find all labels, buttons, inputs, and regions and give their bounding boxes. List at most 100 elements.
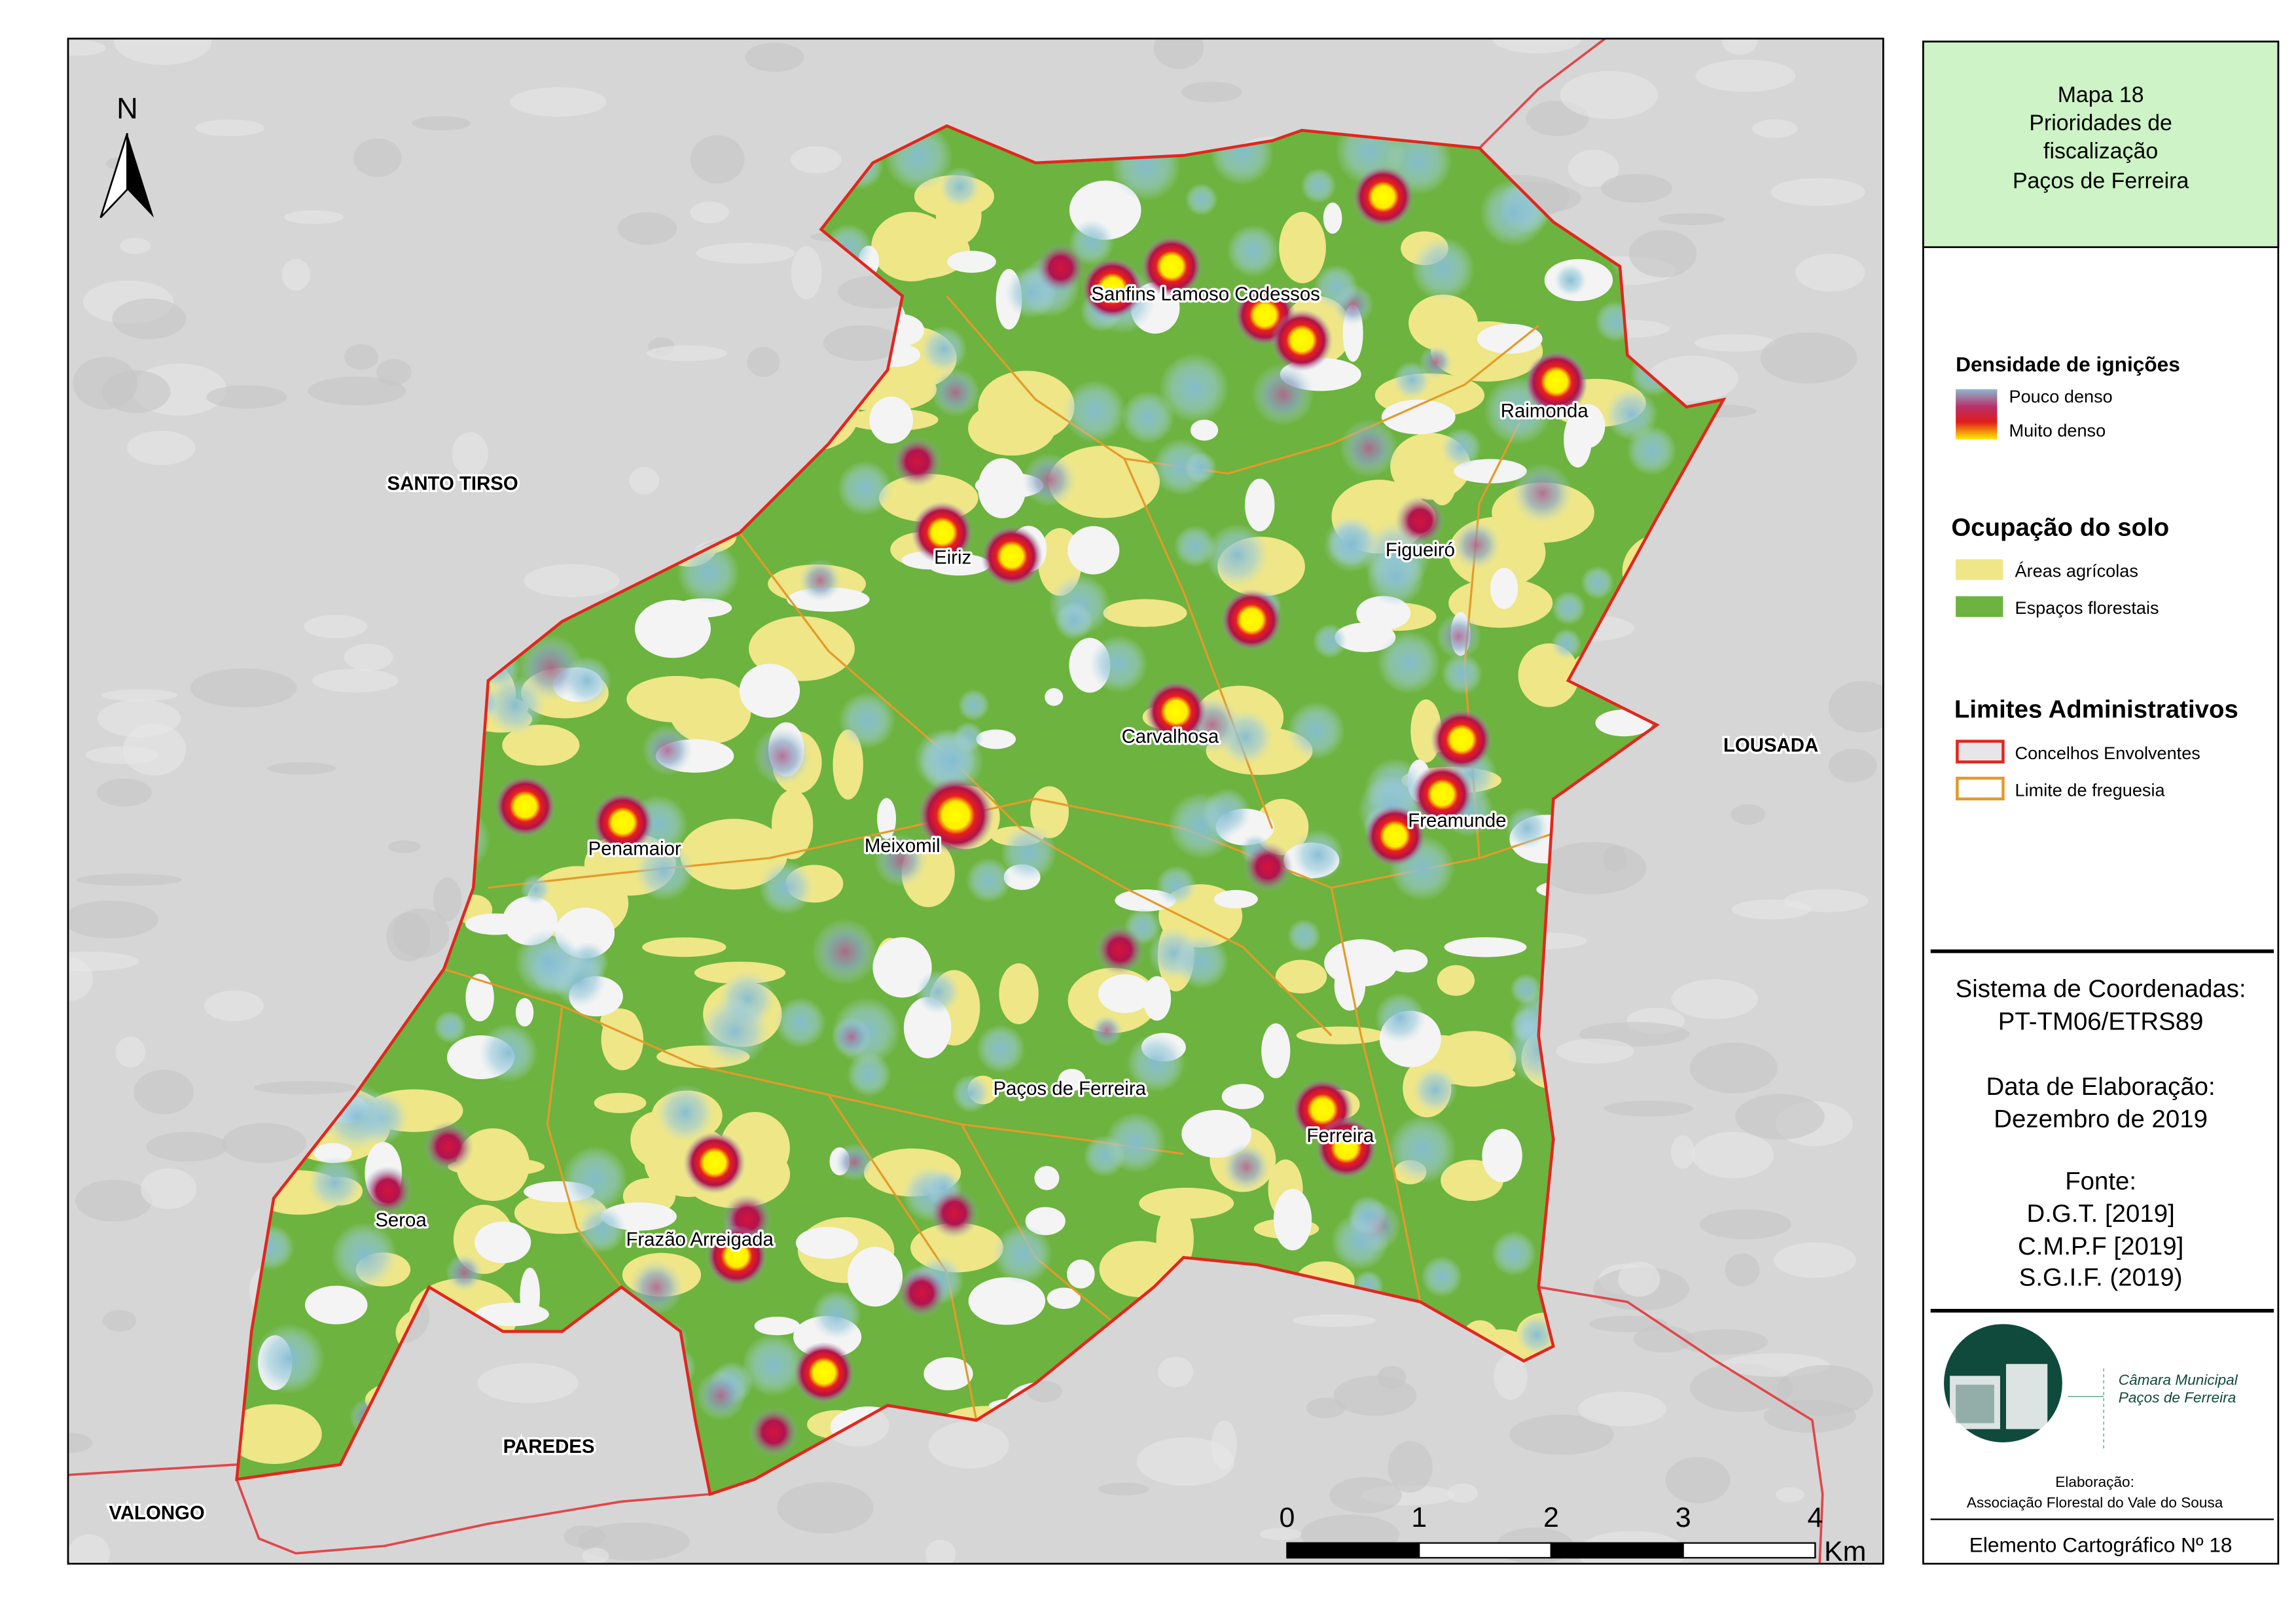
density-blob [445,1254,483,1292]
urban-patch [1098,974,1152,1013]
urban-patch [1381,399,1456,435]
relief-shade [1665,1457,1731,1504]
relief-shade [387,840,421,853]
density-blob [433,1010,467,1044]
relief-shade [312,669,399,693]
density-hotspot [896,1268,947,1319]
relief-shade [67,951,139,972]
urban-patch [1221,1084,1265,1109]
agricultural-patch [833,729,863,800]
title-line: fiscalização [2043,139,2158,164]
density-blob [939,166,980,207]
relief-shade [1578,1391,1666,1427]
urban-patch [1387,949,1428,972]
density-hotspot [748,1406,799,1457]
relief-shade [1293,1314,1376,1327]
relief-shade [1136,1437,1234,1486]
relief-shade [190,668,297,708]
relief-shade [696,242,795,264]
relief-shade [102,1310,137,1332]
relief-shade [115,1037,146,1068]
density-blob [1441,427,1482,468]
scale-unit: Km [1824,1536,1866,1567]
urban-patch [1273,1188,1312,1251]
relief-shade [122,723,187,776]
relief-shade [204,990,264,1022]
density-blob [331,1221,398,1289]
agricultural-patch [1279,211,1326,283]
density-hotspot [1145,680,1208,743]
density-blob [1185,183,1218,216]
density-blob [1452,520,1501,569]
density-blob [920,729,984,794]
agricultural-patch [1275,959,1327,994]
relief-shade [1828,749,1877,783]
relief-shade [1691,1132,1774,1179]
legend-item: Pouco denso [2009,386,2113,406]
relief-shade [1568,149,1619,187]
relief-shade [690,201,729,224]
urban-patch [947,251,996,273]
density-blob [478,1023,539,1083]
relief-shade [67,40,106,56]
density-blob [1158,353,1229,423]
relief-shade [1158,1356,1194,1387]
relief-shade [823,325,901,361]
density-hotspot [683,1132,746,1194]
density-blob [965,857,1012,903]
density-hotspot [1411,763,1474,826]
density-blob [1287,701,1346,760]
relief-shade [925,1539,956,1564]
urban-patch [1454,459,1527,484]
density-blob [1184,451,1217,484]
urban-patch [1335,622,1396,652]
density-blob [976,1024,1026,1074]
relief-shade [76,873,183,886]
density-blob [1435,613,1482,660]
legend-item: Áreas agrícolas [2015,561,2138,581]
density-blob [742,1333,805,1397]
relief-shade [745,43,804,72]
relief-shade [1647,355,1738,402]
density-hotspot [493,775,556,838]
relief-shade [1604,1100,1694,1117]
relief-shade [477,1363,579,1403]
legend-heading: Densidade de ignições [1956,353,2180,376]
relief-shade [1671,979,1758,1020]
relief-shade [127,431,196,465]
relief-shade [1776,1487,1804,1503]
agricultural-patch [1103,599,1187,627]
density-blob [812,1289,862,1340]
density-blob [1412,1067,1458,1113]
place-label: Paços de Ferreira [993,1078,1146,1099]
urban-patch [869,396,914,444]
density-hotspot [592,791,655,854]
density-blob [577,1205,626,1254]
urban-patch [1067,526,1120,575]
relief-shade [1752,119,1798,138]
relief-shade [1695,334,1776,352]
title-line: Prioridades de [2029,111,2172,135]
agricultural-patch [1139,1187,1234,1219]
agricultural-patch [502,724,580,766]
density-hotspot [1081,257,1144,320]
density-blob [1551,628,1582,660]
density-blob [1090,1014,1123,1047]
place-label: Eiriz [934,546,971,568]
relief-shade [1333,1376,1417,1416]
density-blob [700,997,769,1065]
agricultural-patch [642,937,726,957]
relief-shade [1689,1043,1778,1094]
info-line: PT-TM06/ETRS89 [1998,1007,2204,1035]
place-label: Sanfins Lamoso Codessos [1091,283,1319,305]
relief-shade [1306,1397,1346,1419]
relief-shade [101,370,171,414]
density-hotspot [911,501,974,564]
place-label: Carvalhosa [1122,726,1219,747]
neighbor-label: VALONGO [109,1503,204,1524]
urban-patch [515,998,534,1027]
density-blob [1419,345,1453,379]
urban-patch [872,937,932,998]
legend-swatch [1956,559,2003,580]
relief-shade [195,119,265,137]
